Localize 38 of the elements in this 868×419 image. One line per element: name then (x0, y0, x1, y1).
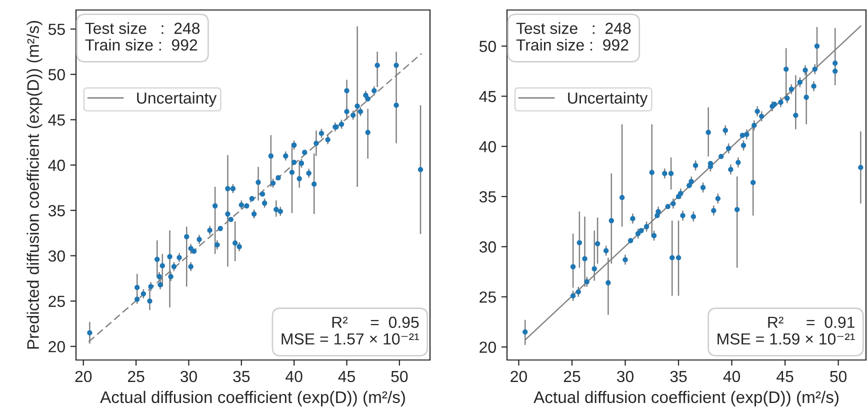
x-tick-label: 25 (564, 370, 580, 382)
y-tick-label: 20 (48, 341, 65, 352)
x-tick-label: 20 (75, 370, 92, 382)
y-tick-label: 50 (479, 40, 496, 52)
y-tick-label: 25 (48, 296, 65, 308)
x-tick-label: 30 (616, 370, 634, 382)
x-tick-label: 40 (723, 370, 740, 382)
x-tick-label: 25 (128, 370, 144, 382)
x-tick-label: 30 (180, 370, 197, 382)
y-tick-label: 40 (479, 141, 496, 152)
x-tick-label: 45 (776, 371, 794, 382)
y-tick-label: 45 (479, 91, 496, 102)
y-tick-label: 35 (479, 191, 496, 202)
x-tick-label: 20 (510, 370, 527, 382)
x-tick-label: 50 (391, 370, 408, 382)
y-tick-label: 35 (48, 205, 65, 216)
annotation: Test size : 248 Train size : 992 (516, 22, 631, 51)
text: Uncertainty (568, 92, 648, 107)
annotation: Test size : 248 Train size : 992 (85, 22, 200, 51)
x-tick-label: 45 (338, 371, 355, 382)
y-tick-label: 50 (48, 69, 65, 80)
x-tick-label: 35 (233, 370, 250, 382)
x-tick-label: 50 (830, 370, 847, 382)
y-tick-label: 30 (48, 250, 65, 262)
x-tick-label: 35 (670, 370, 687, 382)
x-axis-title: Actual diffusion coefficient (exp(D)) (m²/s) (100, 390, 405, 406)
y-tick-label: 20 (480, 342, 496, 353)
annotation: R² = 0.95 MSE = 1.57 × 10⁻²¹ (282, 316, 420, 345)
y-tick-label: 30 (479, 241, 496, 253)
x-axis-title: Actual diffusion coefficient (exp(D)) (m²/s) (534, 390, 838, 406)
annotation: R² = 0.91 MSE = 1.59 × 10⁻²¹ (718, 316, 855, 345)
text: Uncertainty (137, 92, 217, 107)
y-tick-label: 45 (48, 114, 65, 126)
x-tick-label: 40 (286, 370, 302, 382)
y-tick-label: 25 (480, 291, 496, 303)
y-axis-title: Predicted diffusion coefficient (exp(D)) (m²/s) (26, 20, 42, 349)
y-tick-label: 40 (48, 160, 65, 171)
y-tick-label: 55 (48, 24, 65, 35)
